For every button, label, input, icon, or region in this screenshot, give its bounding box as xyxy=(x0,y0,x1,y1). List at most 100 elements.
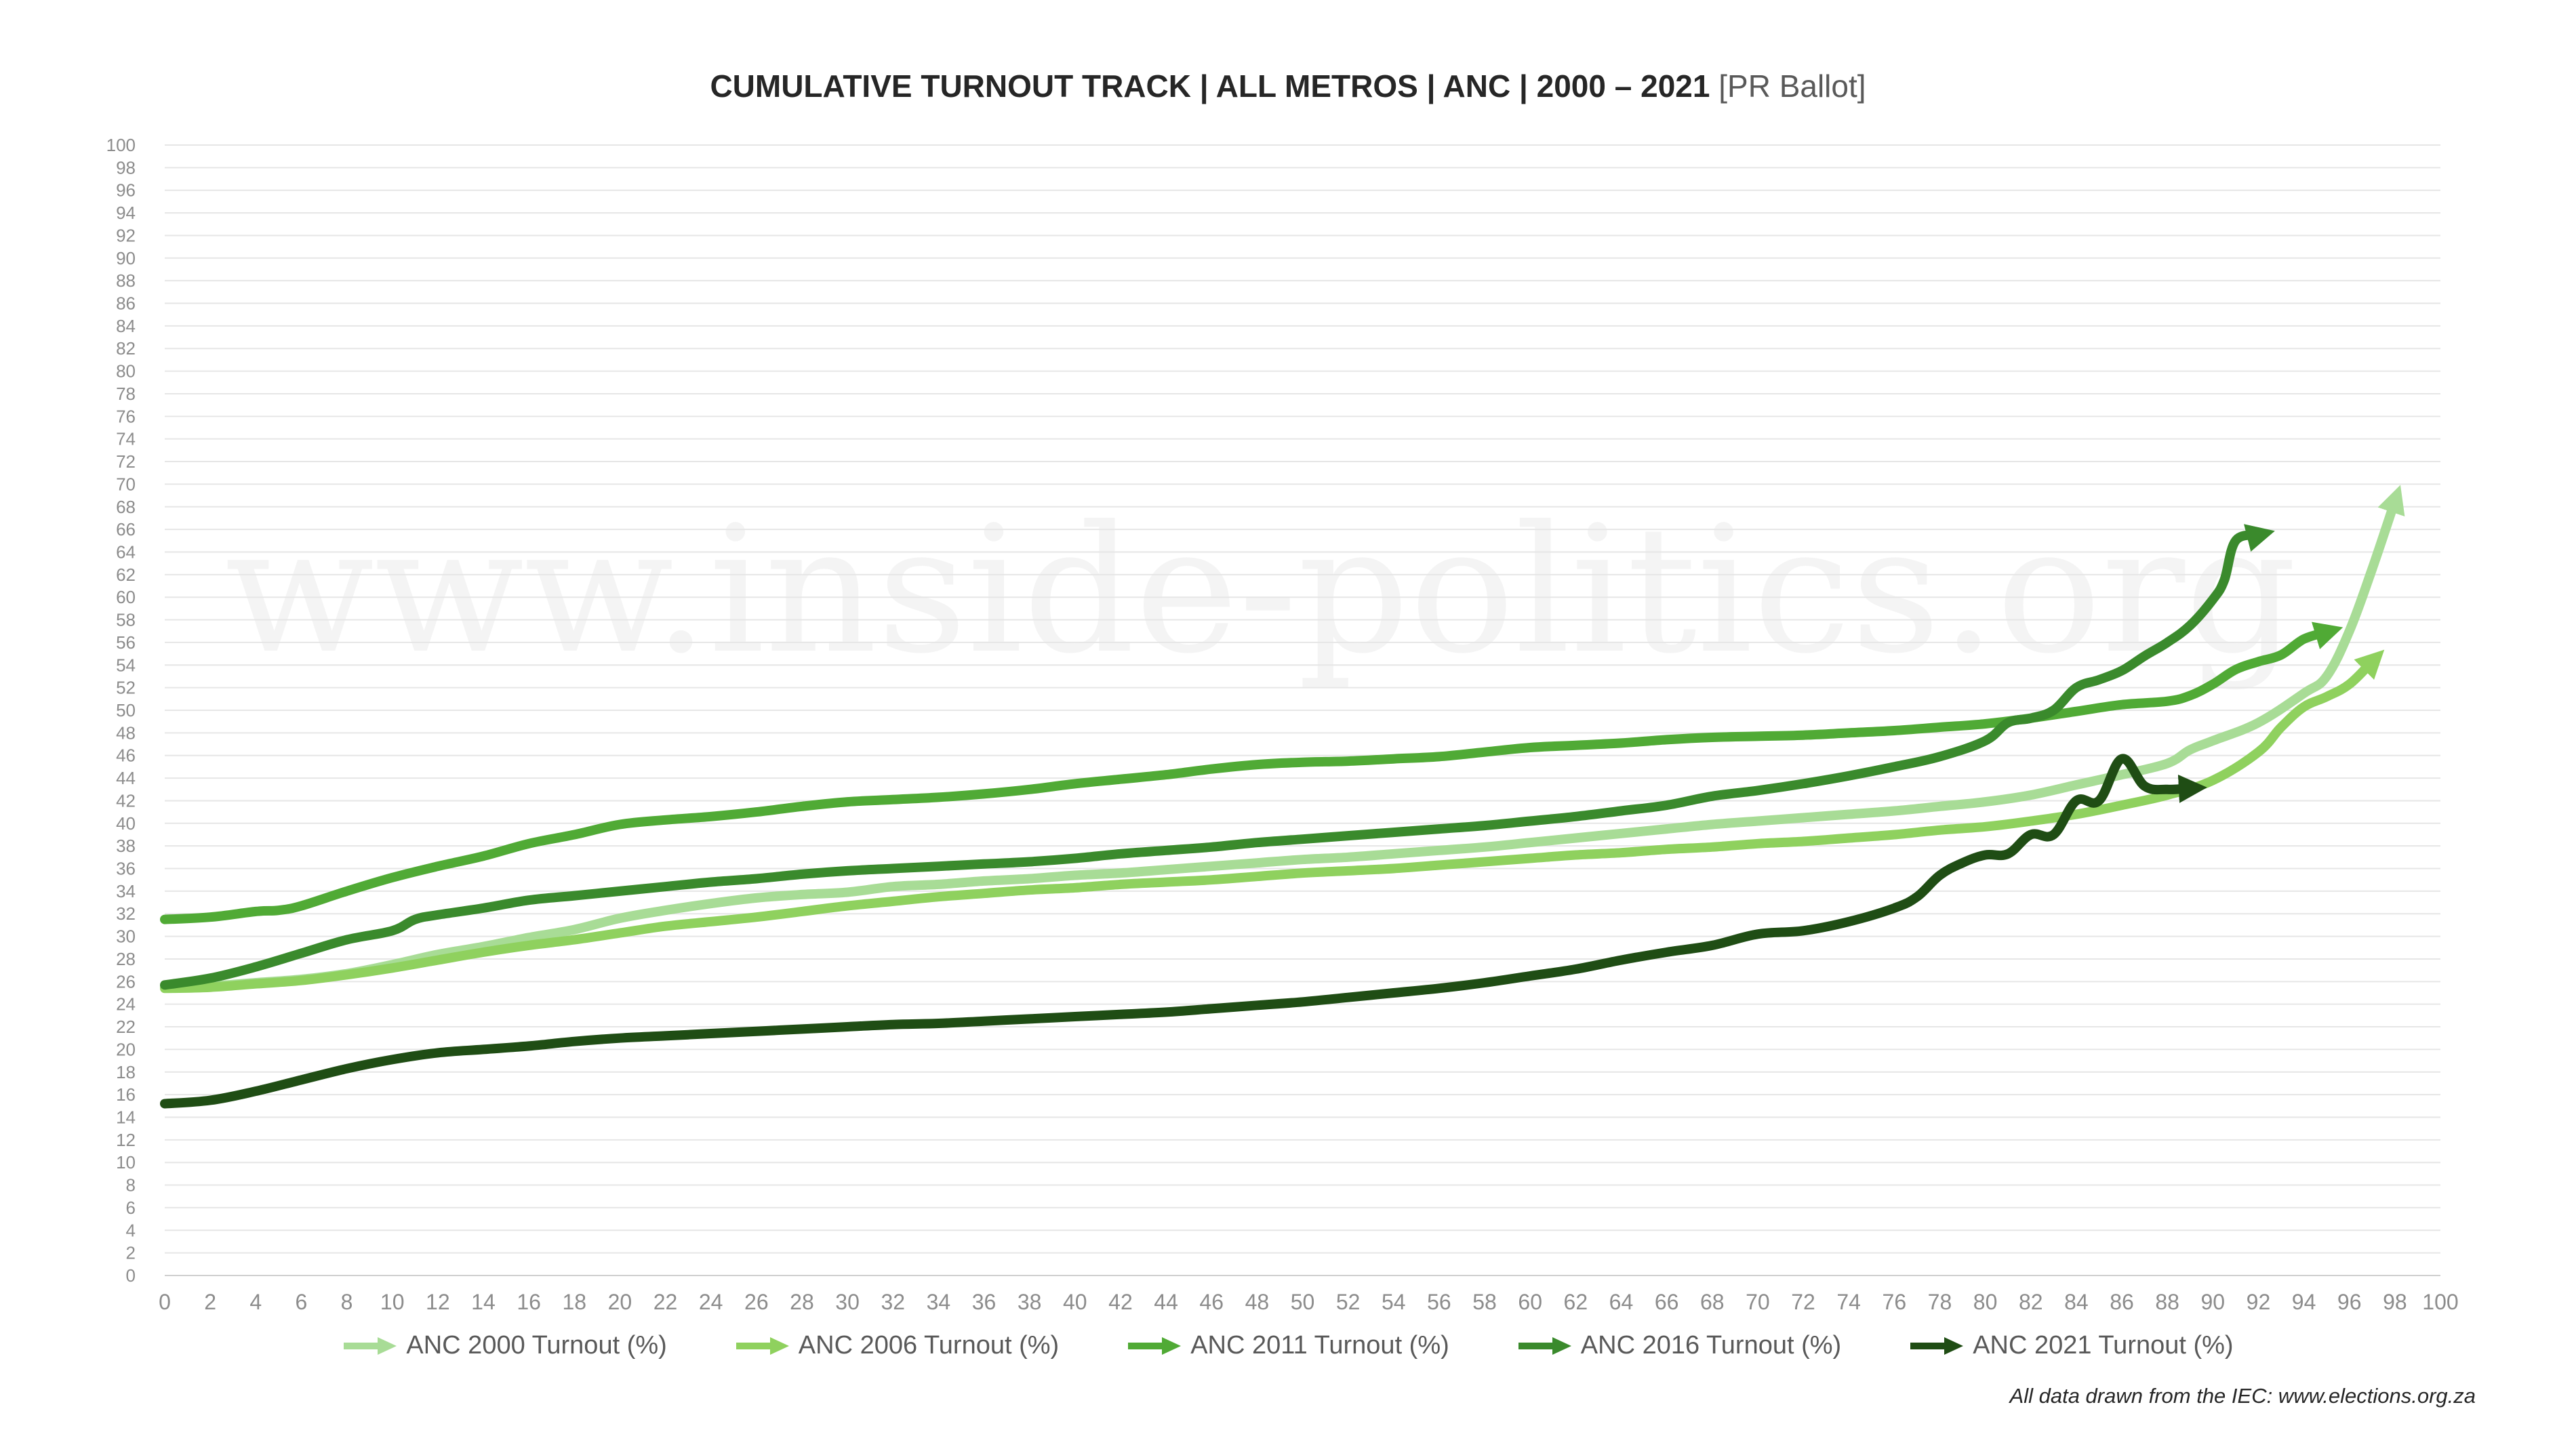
series-line-5 xyxy=(160,754,2207,1109)
x-tick-label: 72 xyxy=(1791,1290,1815,1314)
x-tick-label: 48 xyxy=(1245,1290,1270,1314)
legend-arrow-icon xyxy=(1518,1336,1571,1355)
y-tick-label: 80 xyxy=(116,361,136,382)
legend-label: ANC 2016 Turnout (%) xyxy=(1580,1331,1842,1360)
legend-arrow-icon xyxy=(736,1336,789,1355)
y-tick-label: 54 xyxy=(116,655,136,675)
y-axis-tick-labels: 0246810121416182022242628303234363840424… xyxy=(106,135,136,1286)
y-tick-label: 58 xyxy=(116,610,136,630)
y-tick-label: 32 xyxy=(116,903,136,924)
y-tick-label: 14 xyxy=(116,1107,136,1127)
y-tick-label: 40 xyxy=(116,813,136,834)
x-tick-label: 32 xyxy=(881,1290,905,1314)
legend-label: ANC 2006 Turnout (%) xyxy=(798,1331,1060,1360)
legend-label: ANC 2011 Turnout (%) xyxy=(1190,1331,1449,1360)
y-tick-label: 84 xyxy=(116,316,136,336)
y-tick-label: 90 xyxy=(116,248,136,268)
legend-arrow-icon xyxy=(1128,1336,1182,1355)
x-tick-label: 78 xyxy=(1928,1290,1952,1314)
x-tick-label: 18 xyxy=(562,1290,586,1314)
x-tick-label: 56 xyxy=(1427,1290,1451,1314)
y-tick-label: 52 xyxy=(116,678,136,698)
y-tick-label: 100 xyxy=(106,135,136,155)
x-tick-label: 52 xyxy=(1336,1290,1361,1314)
y-tick-label: 42 xyxy=(116,790,136,811)
x-tick-label: 54 xyxy=(1382,1290,1406,1314)
x-tick-label: 82 xyxy=(2019,1290,2043,1314)
x-tick-label: 88 xyxy=(2155,1290,2179,1314)
series-line-2 xyxy=(160,649,2385,994)
y-tick-label: 26 xyxy=(116,971,136,992)
y-tick-label: 22 xyxy=(116,1017,136,1037)
x-tick-label: 98 xyxy=(2383,1290,2407,1314)
x-tick-label: 94 xyxy=(2292,1290,2316,1314)
y-tick-label: 34 xyxy=(116,881,136,901)
x-tick-label: 10 xyxy=(380,1290,405,1314)
y-tick-label: 68 xyxy=(116,497,136,517)
x-tick-label: 64 xyxy=(1609,1290,1634,1314)
y-tick-label: 38 xyxy=(116,836,136,856)
legend-item-2: ANC 2006 Turnout (%) xyxy=(735,1331,1059,1360)
y-tick-label: 86 xyxy=(116,293,136,314)
y-tick-label: 74 xyxy=(116,429,136,449)
y-tick-label: 92 xyxy=(116,225,136,245)
x-tick-label: 6 xyxy=(296,1290,308,1314)
x-tick-label: 100 xyxy=(2422,1290,2458,1314)
y-tick-label: 20 xyxy=(116,1039,136,1059)
y-tick-label: 78 xyxy=(116,384,136,404)
x-tick-label: 68 xyxy=(1700,1290,1725,1314)
y-tick-label: 30 xyxy=(116,926,136,947)
chart-title-main: CUMULATIVE TURNOUT TRACK | ALL METROS | … xyxy=(710,68,1710,104)
watermark-text: www.inside-politics.org xyxy=(225,489,2297,692)
y-tick-label: 12 xyxy=(116,1130,136,1150)
x-tick-label: 4 xyxy=(249,1290,262,1314)
y-tick-label: 16 xyxy=(116,1084,136,1105)
legend-item-4: ANC 2016 Turnout (%) xyxy=(1517,1331,1841,1360)
y-tick-label: 88 xyxy=(116,270,136,291)
y-tick-label: 62 xyxy=(116,565,136,585)
x-tick-label: 24 xyxy=(699,1290,723,1314)
chart-title: CUMULATIVE TURNOUT TRACK | ALL METROS | … xyxy=(0,68,2576,104)
y-tick-label: 60 xyxy=(116,587,136,607)
x-tick-label: 86 xyxy=(2110,1290,2134,1314)
series-lines xyxy=(160,485,2405,1109)
y-tick-label: 94 xyxy=(116,203,136,223)
x-tick-label: 38 xyxy=(1018,1290,1042,1314)
y-tick-label: 8 xyxy=(126,1175,136,1196)
y-tick-label: 36 xyxy=(116,859,136,879)
legend-item-1: ANC 2000 Turnout (%) xyxy=(342,1331,667,1360)
x-tick-label: 0 xyxy=(159,1290,171,1314)
x-tick-label: 28 xyxy=(790,1290,814,1314)
y-tick-label: 46 xyxy=(116,746,136,766)
y-tick-label: 96 xyxy=(116,180,136,201)
x-tick-label: 34 xyxy=(927,1290,951,1314)
legend: ANC 2000 Turnout (%) ANC 2006 Turnout (%)… xyxy=(0,1331,2576,1360)
x-tick-label: 90 xyxy=(2201,1290,2226,1314)
x-tick-label: 76 xyxy=(1883,1290,1907,1314)
y-tick-label: 72 xyxy=(116,451,136,472)
x-tick-label: 42 xyxy=(1108,1290,1133,1314)
x-tick-label: 8 xyxy=(341,1290,353,1314)
x-tick-label: 14 xyxy=(471,1290,496,1314)
y-tick-label: 24 xyxy=(116,994,136,1015)
x-tick-label: 62 xyxy=(1564,1290,1588,1314)
y-tick-label: 64 xyxy=(116,542,136,562)
series-line-3 xyxy=(160,621,2343,924)
y-tick-label: 56 xyxy=(116,632,136,653)
legend-arrow-icon xyxy=(1910,1336,1964,1355)
legend-label: ANC 2000 Turnout (%) xyxy=(406,1331,667,1360)
legend-item-3: ANC 2011 Turnout (%) xyxy=(1127,1331,1449,1360)
y-tick-label: 76 xyxy=(116,406,136,426)
x-tick-label: 30 xyxy=(835,1290,860,1314)
y-tick-label: 4 xyxy=(126,1220,136,1240)
x-tick-label: 58 xyxy=(1472,1290,1497,1314)
y-tick-label: 48 xyxy=(116,722,136,743)
y-tick-label: 44 xyxy=(116,768,136,788)
x-tick-label: 12 xyxy=(426,1290,450,1314)
x-axis-tick-labels: 0 2 4 6 8 10 12 14 16 18 20 22 24 26 28 30 32 34 36 38 40 42 4… xyxy=(159,1290,2459,1314)
legend-item-5: ANC 2021 Turnout (%) xyxy=(1909,1331,2234,1360)
x-tick-label: 84 xyxy=(2064,1290,2089,1314)
x-tick-label: 66 xyxy=(1655,1290,1679,1314)
y-tick-label: 6 xyxy=(126,1198,136,1218)
